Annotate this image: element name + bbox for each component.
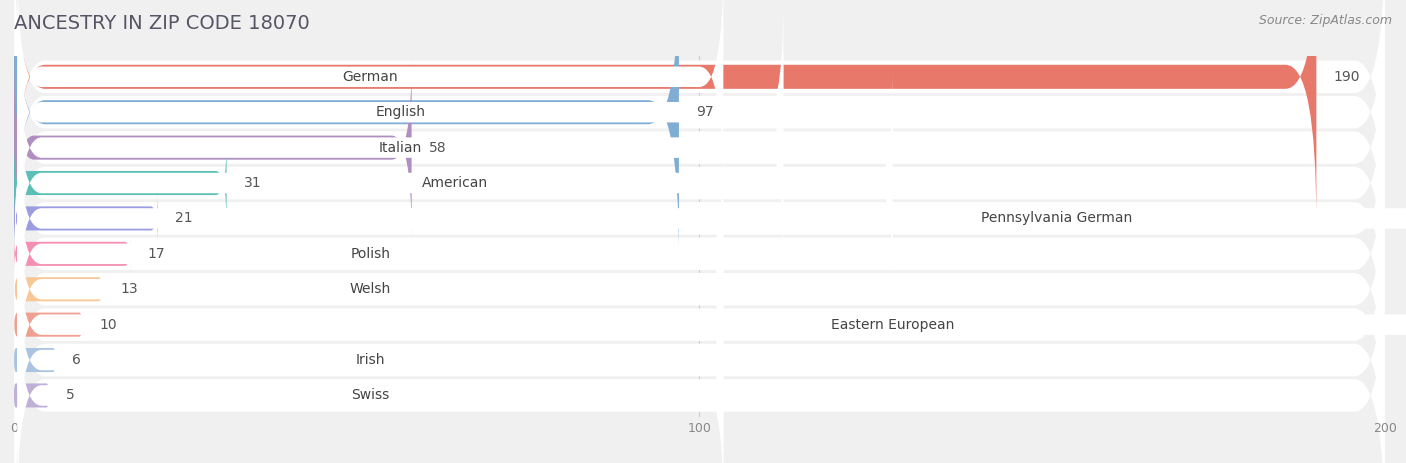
FancyBboxPatch shape [17,211,1406,438]
FancyBboxPatch shape [17,0,723,190]
FancyBboxPatch shape [17,175,723,403]
Text: American: American [422,176,488,190]
FancyBboxPatch shape [14,217,1385,463]
FancyBboxPatch shape [17,140,723,368]
FancyBboxPatch shape [17,105,1406,332]
Text: 17: 17 [148,247,166,261]
Text: 190: 190 [1333,70,1360,84]
FancyBboxPatch shape [14,252,1385,463]
FancyBboxPatch shape [17,69,893,297]
Text: Welsh: Welsh [350,282,391,296]
Text: 97: 97 [696,105,714,119]
FancyBboxPatch shape [14,140,226,226]
FancyBboxPatch shape [14,236,131,272]
Text: German: German [343,70,398,84]
FancyBboxPatch shape [14,348,55,372]
FancyBboxPatch shape [17,282,723,463]
FancyBboxPatch shape [14,0,1385,255]
Text: Pennsylvania German: Pennsylvania German [981,212,1132,225]
FancyBboxPatch shape [14,57,412,238]
FancyBboxPatch shape [14,0,679,259]
FancyBboxPatch shape [17,34,783,261]
FancyBboxPatch shape [14,111,1385,397]
Text: Irish: Irish [356,353,385,367]
Text: 58: 58 [429,141,446,155]
Text: Italian: Italian [378,141,422,155]
Text: 10: 10 [100,318,117,332]
FancyBboxPatch shape [14,0,1316,224]
Text: English: English [375,105,426,119]
FancyBboxPatch shape [14,277,103,301]
FancyBboxPatch shape [14,146,1385,432]
FancyBboxPatch shape [14,193,157,244]
Text: 31: 31 [243,176,262,190]
Text: 13: 13 [121,282,138,296]
FancyBboxPatch shape [17,0,783,226]
Text: Polish: Polish [350,247,391,261]
Text: 5: 5 [66,388,75,402]
FancyBboxPatch shape [14,75,1385,362]
FancyBboxPatch shape [14,313,83,337]
FancyBboxPatch shape [17,246,723,463]
Text: Eastern European: Eastern European [831,318,955,332]
FancyBboxPatch shape [14,0,1385,220]
Text: Swiss: Swiss [352,388,389,402]
FancyBboxPatch shape [14,5,1385,291]
Text: Source: ZipAtlas.com: Source: ZipAtlas.com [1258,14,1392,27]
FancyBboxPatch shape [14,181,1385,463]
Text: 6: 6 [72,353,82,367]
FancyBboxPatch shape [14,40,1385,326]
FancyBboxPatch shape [14,383,48,407]
Text: ANCESTRY IN ZIP CODE 18070: ANCESTRY IN ZIP CODE 18070 [14,14,309,33]
Text: 21: 21 [176,212,193,225]
